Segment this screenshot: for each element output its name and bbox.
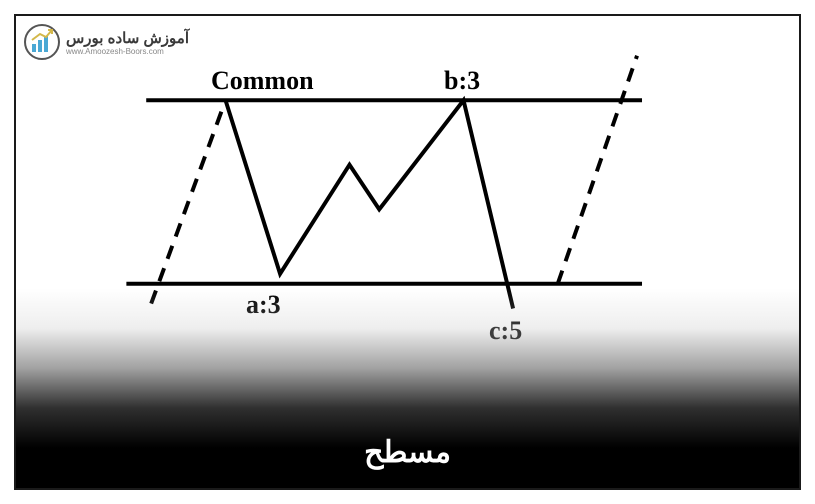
label-a: a:3	[246, 290, 281, 320]
wave-pattern	[226, 100, 514, 308]
diagram-title-label: Common	[211, 66, 314, 96]
label-c: c:5	[489, 316, 522, 346]
right-dashed-line	[558, 56, 637, 284]
left-dashed-line	[151, 100, 225, 303]
outer-frame: آموزش ساده بورس www.Amoozesh-Boors.com C…	[14, 14, 801, 490]
content-area: آموزش ساده بورس www.Amoozesh-Boors.com C…	[16, 16, 799, 488]
diagram-svg	[16, 16, 799, 488]
label-b: b:3	[444, 66, 480, 96]
bottom-caption: مسطح	[364, 435, 451, 470]
